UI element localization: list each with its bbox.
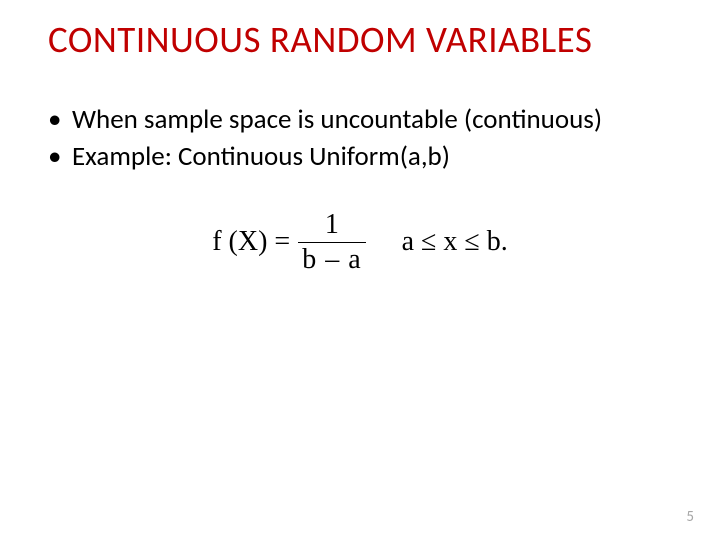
page-number: 5 xyxy=(686,508,694,526)
formula-denominator: b – a xyxy=(298,245,365,274)
formula-numerator: 1 xyxy=(319,210,345,239)
fraction-bar xyxy=(298,242,365,243)
formula: f (X) = 1 b – a a ≤ x ≤ b. xyxy=(48,210,672,274)
formula-lhs: f (X) = xyxy=(212,226,290,258)
bullet-item: When sample space is uncountable (contin… xyxy=(48,103,672,137)
bullet-list: When sample space is uncountable (contin… xyxy=(48,103,672,175)
formula-fraction: 1 b – a xyxy=(298,210,365,274)
bullet-item: Example: Continuous Uniform(a,b) xyxy=(48,140,672,174)
formula-condition: a ≤ x ≤ b. xyxy=(402,226,508,258)
formula-equation: f (X) = 1 b – a xyxy=(212,210,365,274)
slide-title: CONTINUOUS RANDOM VARIABLES xyxy=(48,20,672,61)
